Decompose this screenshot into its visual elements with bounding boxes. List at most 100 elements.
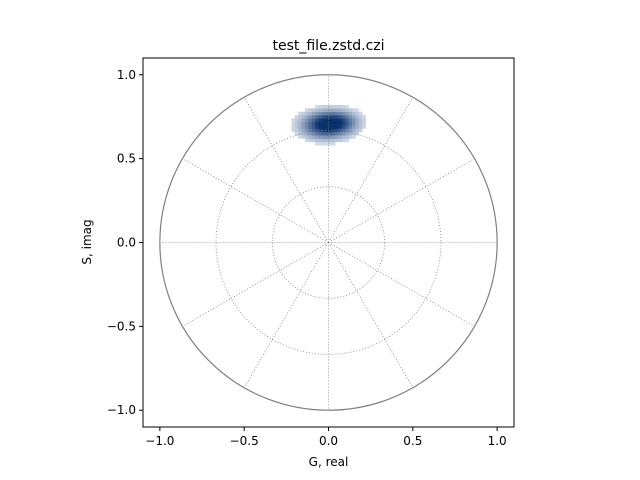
histogram-cell: [345, 125, 350, 129]
histogram-cell: [294, 125, 299, 129]
histogram-cell: [304, 115, 309, 119]
histogram-cell: [341, 108, 346, 112]
histogram-cell: [298, 111, 302, 116]
histogram-cell: [331, 108, 336, 112]
histogram-cell: [331, 121, 336, 126]
histogram-cell: [318, 104, 323, 109]
histogram-cell: [294, 128, 299, 133]
histogram-cell: [308, 111, 312, 116]
histogram-cell: [341, 115, 346, 119]
histogram-cell: [311, 128, 316, 133]
histogram-cell: [311, 135, 316, 139]
histogram-cell: [352, 115, 356, 119]
histogram-cell: [315, 138, 319, 143]
histogram-cell: [335, 131, 339, 136]
histogram-cell: [308, 121, 312, 126]
histogram-cell: [362, 115, 366, 119]
histogram-cell: [315, 121, 319, 126]
histogram-cell: [341, 131, 346, 136]
histogram-cell: [331, 138, 336, 143]
histogram-cell: [328, 104, 333, 109]
histogram-cell: [298, 135, 302, 139]
histogram-cell: [348, 115, 353, 119]
histogram-cell: [301, 111, 306, 116]
histogram-cell: [301, 115, 306, 119]
histogram-cell: [341, 138, 346, 143]
histogram-cell: [315, 104, 319, 109]
histogram-cell: [352, 131, 356, 136]
histogram-cell: [328, 108, 333, 112]
histogram-cell: [358, 128, 363, 133]
histogram-cell: [338, 111, 343, 116]
histogram-cell: [325, 108, 329, 112]
histogram-cell: [291, 118, 296, 123]
histogram-cell: [321, 125, 326, 129]
histogram-cell: [318, 115, 323, 119]
histogram-cell: [352, 125, 356, 129]
histogram-cell: [304, 125, 309, 129]
histogram-cell: [341, 128, 346, 133]
histogram-cell: [345, 118, 350, 123]
histogram-cell: [348, 131, 353, 136]
y-tick-label: −1.0: [107, 403, 136, 417]
histogram-cell: [355, 125, 360, 129]
histogram-cell: [321, 104, 326, 109]
histogram-cell: [345, 135, 350, 139]
grid-circle: [271, 186, 386, 299]
histogram-cell: [301, 121, 306, 126]
histogram-cell: [348, 111, 353, 116]
histogram-cell: [304, 131, 309, 136]
grid-spoke: [328, 242, 414, 388]
histogram-cell: [338, 121, 343, 126]
histogram-cell: [304, 118, 309, 123]
histogram-cell: [352, 135, 356, 139]
histogram-cell: [341, 118, 346, 123]
histogram-cell: [308, 138, 312, 143]
histogram-cell: [325, 111, 329, 116]
histogram-cell: [321, 115, 326, 119]
histogram-cell: [328, 115, 333, 119]
histogram-cell: [345, 131, 350, 136]
histogram-cell: [338, 131, 343, 136]
histogram-cell: [335, 111, 339, 116]
histogram-cell: [301, 128, 306, 133]
histogram-cell: [352, 128, 356, 133]
histogram-cell: [298, 115, 302, 119]
histogram-cell: [331, 141, 336, 146]
histogram-cell: [321, 138, 326, 143]
grid-layer: [159, 74, 498, 411]
histogram-cell: [298, 125, 302, 129]
histogram-cell: [355, 131, 360, 136]
histogram-cell: [331, 125, 336, 129]
x-tick-label: 1.0: [488, 434, 507, 448]
histogram-cell: [338, 135, 343, 139]
histogram-cell: [345, 111, 350, 116]
x-axis-label: G, real: [309, 455, 349, 469]
histogram-cell: [318, 135, 323, 139]
histogram-cell: [325, 128, 329, 133]
histogram-cell: [335, 118, 339, 123]
histogram-cell: [345, 121, 350, 126]
histogram-cell: [301, 135, 306, 139]
grid-spoke: [328, 158, 475, 243]
histogram-cell: [308, 125, 312, 129]
histogram-cell: [318, 108, 323, 112]
histogram-cell: [338, 128, 343, 133]
histogram-cell: [355, 128, 360, 133]
histogram-layer: [291, 104, 366, 146]
x-axis: −1.0 −0.5 0.0 0.5 1.0: [145, 427, 507, 448]
histogram-cell: [358, 121, 363, 126]
x-tick-label: 0.5: [403, 434, 422, 448]
unit-circle: [159, 74, 498, 411]
histogram-cell: [352, 118, 356, 123]
histogram-cell: [328, 138, 333, 143]
histogram-cell: [348, 125, 353, 129]
histogram-cell: [331, 104, 336, 109]
chart-title: test_file.zstd.czi: [272, 38, 384, 54]
histogram-cell: [301, 131, 306, 136]
grid-spoke: [243, 242, 329, 388]
histogram-cell: [355, 111, 360, 116]
x-tick-label: −1.0: [145, 434, 174, 448]
histogram-cell: [341, 135, 346, 139]
